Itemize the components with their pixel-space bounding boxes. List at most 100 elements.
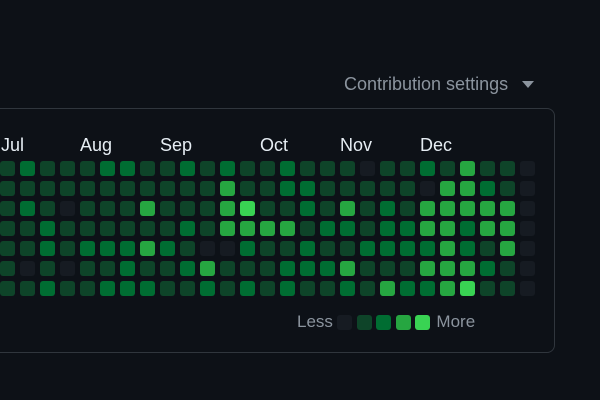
contribution-cell[interactable] <box>440 281 455 296</box>
contribution-cell[interactable] <box>340 261 355 276</box>
contribution-cell[interactable] <box>20 201 35 216</box>
contribution-cell[interactable] <box>260 161 275 176</box>
contribution-cell[interactable] <box>520 161 535 176</box>
contribution-cell[interactable] <box>140 181 155 196</box>
contribution-cell[interactable] <box>500 281 515 296</box>
contribution-cell[interactable] <box>440 181 455 196</box>
contribution-cell[interactable] <box>280 221 295 236</box>
contribution-cell[interactable] <box>20 261 35 276</box>
contribution-cell[interactable] <box>440 161 455 176</box>
contribution-cell[interactable] <box>400 201 415 216</box>
contribution-cell[interactable] <box>300 201 315 216</box>
contribution-cell[interactable] <box>20 221 35 236</box>
contribution-cell[interactable] <box>500 221 515 236</box>
contribution-cell[interactable] <box>160 261 175 276</box>
contribution-cell[interactable] <box>380 201 395 216</box>
contribution-cell[interactable] <box>180 221 195 236</box>
contribution-cell[interactable] <box>140 221 155 236</box>
contribution-cell[interactable] <box>500 161 515 176</box>
contribution-cell[interactable] <box>260 261 275 276</box>
contribution-cell[interactable] <box>500 201 515 216</box>
contribution-cell[interactable] <box>260 201 275 216</box>
contribution-cell[interactable] <box>200 181 215 196</box>
contribution-cell[interactable] <box>240 181 255 196</box>
contribution-cell[interactable] <box>60 201 75 216</box>
contribution-cell[interactable] <box>420 181 435 196</box>
contribution-cell[interactable] <box>280 201 295 216</box>
contribution-cell[interactable] <box>340 201 355 216</box>
contribution-cell[interactable] <box>80 241 95 256</box>
contribution-cell[interactable] <box>460 201 475 216</box>
contribution-cell[interactable] <box>40 261 55 276</box>
contribution-cell[interactable] <box>100 221 115 236</box>
contribution-cell[interactable] <box>0 241 15 256</box>
contribution-cell[interactable] <box>480 161 495 176</box>
contribution-cell[interactable] <box>360 241 375 256</box>
contribution-cell[interactable] <box>300 281 315 296</box>
contribution-cell[interactable] <box>80 221 95 236</box>
contribution-cell[interactable] <box>180 261 195 276</box>
contribution-cell[interactable] <box>480 201 495 216</box>
contribution-cell[interactable] <box>80 201 95 216</box>
contribution-cell[interactable] <box>420 161 435 176</box>
contribution-cell[interactable] <box>20 161 35 176</box>
contribution-cell[interactable] <box>360 161 375 176</box>
contribution-cell[interactable] <box>520 221 535 236</box>
contribution-cell[interactable] <box>260 181 275 196</box>
contribution-cell[interactable] <box>380 261 395 276</box>
contribution-cell[interactable] <box>500 181 515 196</box>
contribution-cell[interactable] <box>320 221 335 236</box>
contribution-cell[interactable] <box>460 261 475 276</box>
contribution-cell[interactable] <box>100 201 115 216</box>
contribution-cell[interactable] <box>360 281 375 296</box>
contribution-cell[interactable] <box>440 241 455 256</box>
contribution-cell[interactable] <box>180 161 195 176</box>
contribution-cell[interactable] <box>200 221 215 236</box>
contribution-cell[interactable] <box>220 221 235 236</box>
contribution-cell[interactable] <box>500 261 515 276</box>
contribution-cell[interactable] <box>140 241 155 256</box>
contribution-cell[interactable] <box>80 281 95 296</box>
contribution-cell[interactable] <box>340 281 355 296</box>
contribution-cell[interactable] <box>360 261 375 276</box>
contribution-cell[interactable] <box>60 221 75 236</box>
contribution-cell[interactable] <box>20 181 35 196</box>
contribution-cell[interactable] <box>360 201 375 216</box>
contribution-cell[interactable] <box>340 181 355 196</box>
contribution-cell[interactable] <box>380 161 395 176</box>
contribution-cell[interactable] <box>220 201 235 216</box>
contribution-cell[interactable] <box>340 221 355 236</box>
contribution-cell[interactable] <box>100 281 115 296</box>
contribution-cell[interactable] <box>320 241 335 256</box>
contribution-cell[interactable] <box>220 181 235 196</box>
contribution-cell[interactable] <box>100 261 115 276</box>
contribution-cell[interactable] <box>520 281 535 296</box>
contribution-cell[interactable] <box>60 261 75 276</box>
contribution-cell[interactable] <box>160 161 175 176</box>
contribution-cell[interactable] <box>320 181 335 196</box>
contribution-cell[interactable] <box>40 241 55 256</box>
contribution-cell[interactable] <box>60 281 75 296</box>
contribution-cell[interactable] <box>80 261 95 276</box>
contribution-cell[interactable] <box>420 221 435 236</box>
contribution-cell[interactable] <box>280 181 295 196</box>
contribution-cell[interactable] <box>240 161 255 176</box>
contribution-cell[interactable] <box>460 181 475 196</box>
contribution-cell[interactable] <box>480 261 495 276</box>
contribution-cell[interactable] <box>120 161 135 176</box>
contribution-cell[interactable] <box>480 221 495 236</box>
contribution-cell[interactable] <box>140 261 155 276</box>
contribution-cell[interactable] <box>420 241 435 256</box>
contribution-cell[interactable] <box>460 221 475 236</box>
contribution-cell[interactable] <box>220 281 235 296</box>
contribution-cell[interactable] <box>420 281 435 296</box>
contribution-cell[interactable] <box>240 281 255 296</box>
contribution-cell[interactable] <box>380 281 395 296</box>
contribution-cell[interactable] <box>200 241 215 256</box>
contribution-cell[interactable] <box>200 201 215 216</box>
contribution-cell[interactable] <box>260 221 275 236</box>
contribution-cell[interactable] <box>400 241 415 256</box>
contribution-cell[interactable] <box>160 281 175 296</box>
contribution-cell[interactable] <box>460 161 475 176</box>
contribution-cell[interactable] <box>440 221 455 236</box>
